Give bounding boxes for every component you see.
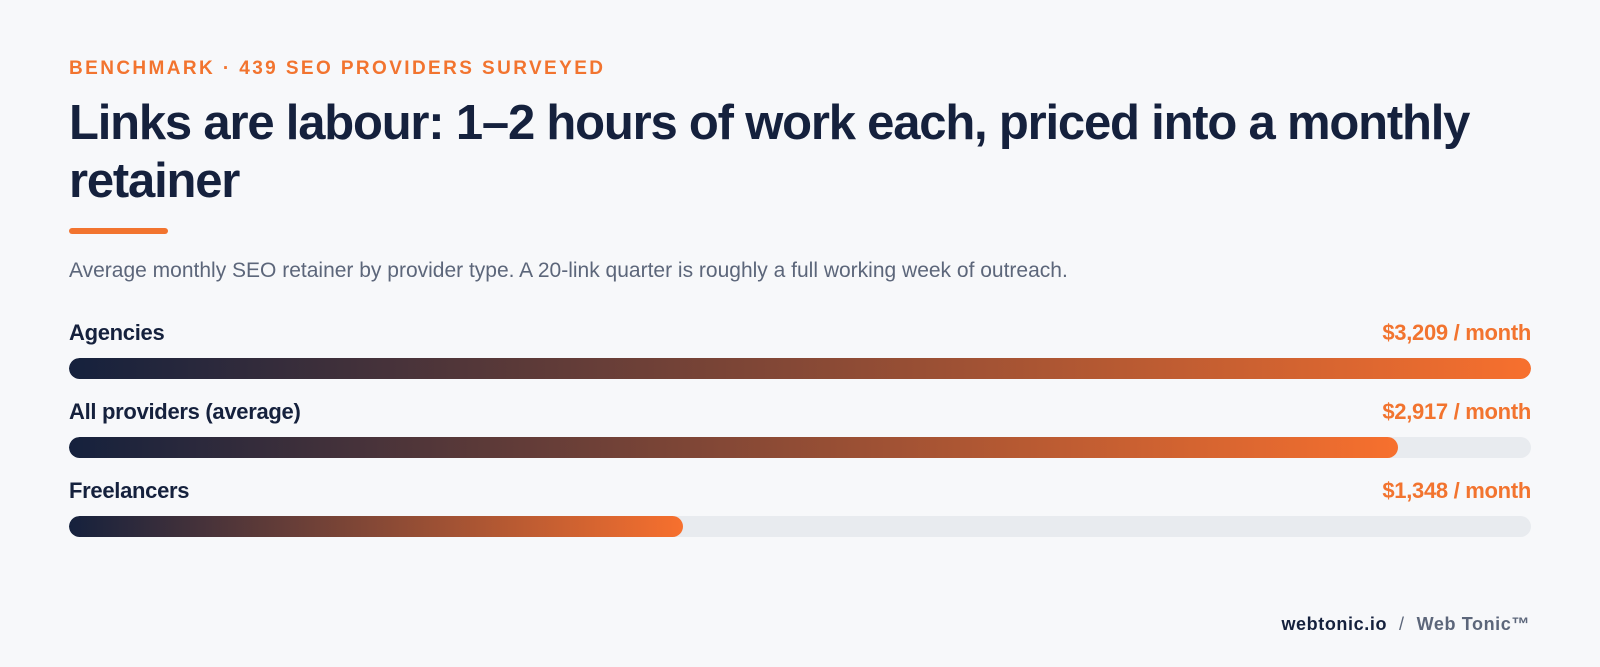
- bar-track: [69, 516, 1531, 537]
- bar-fill: [69, 358, 1531, 379]
- bar-row: All providers (average) $2,917 / month: [69, 399, 1531, 458]
- bar-value-label: $3,209 / month: [1382, 320, 1531, 345]
- bar-track: [69, 358, 1531, 379]
- bar-category-label: Freelancers: [69, 478, 190, 503]
- chart-subtitle: Average monthly SEO retainer by provider…: [69, 259, 1068, 282]
- footer-domain: webtonic.io: [1281, 614, 1388, 634]
- bar-row: Agencies $3,209 / month: [69, 320, 1531, 379]
- bar-header: All providers (average) $2,917 / month: [69, 399, 1531, 429]
- footer-separator: /: [1399, 614, 1405, 634]
- bar-value-label: $1,348 / month: [1382, 478, 1531, 503]
- footer-credit: webtonic.io / Web Tonic™: [1281, 614, 1530, 635]
- bar-header: Freelancers $1,348 / month: [69, 478, 1531, 508]
- bar-row: Freelancers $1,348 / month: [69, 478, 1531, 537]
- accent-rule: [69, 228, 168, 234]
- bar-chart: Agencies $3,209 / month All providers (ave…: [69, 320, 1531, 537]
- footer-brand: Web Tonic™: [1416, 614, 1530, 634]
- bar-track: [69, 437, 1531, 458]
- chart-card: BENCHMARK · 439 SEO PROVIDERS SURVEYED L…: [69, 56, 1531, 557]
- bar-fill: [69, 516, 684, 537]
- bar-category-label: All providers (average): [69, 399, 301, 424]
- bar-category-label: Agencies: [69, 320, 165, 345]
- bar-fill: [69, 437, 1398, 458]
- bar-header: Agencies $3,209 / month: [69, 320, 1531, 350]
- bar-value-label: $2,917 / month: [1382, 399, 1531, 424]
- eyebrow-label: BENCHMARK · 439 SEO PROVIDERS SURVEYED: [69, 58, 606, 79]
- chart-title: Links are labour: 1–2 hours of work each…: [69, 96, 1470, 208]
